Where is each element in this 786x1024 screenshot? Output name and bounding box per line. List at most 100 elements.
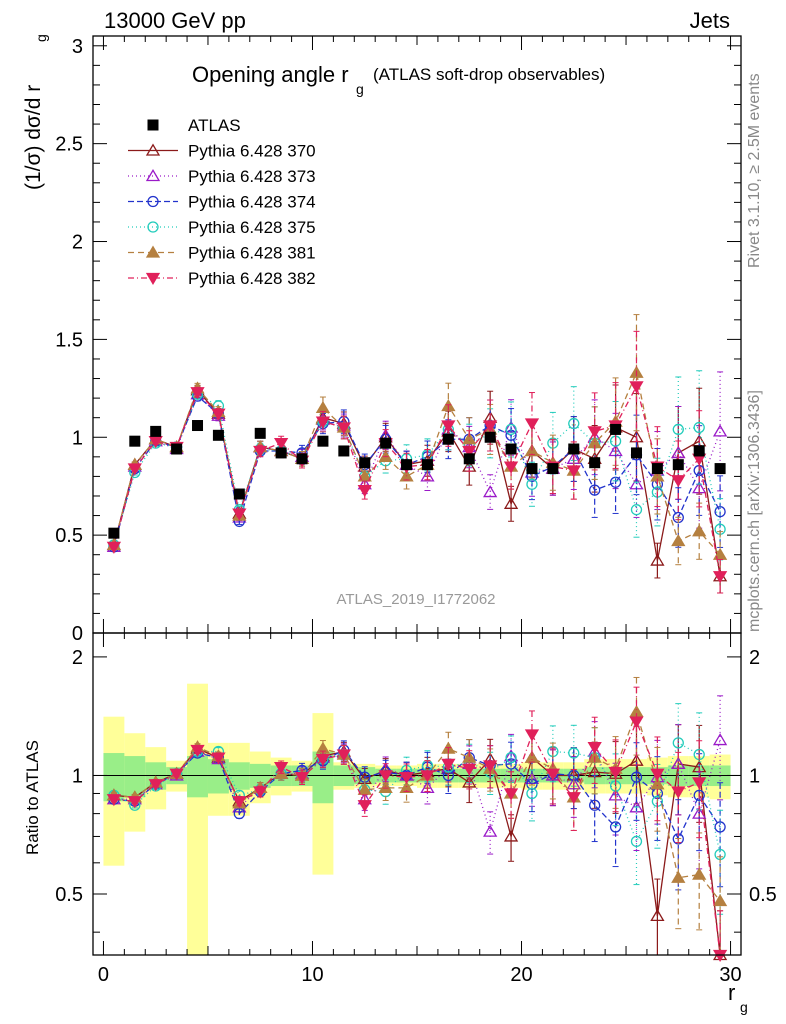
data-point [357, 782, 372, 795]
data-point [566, 465, 581, 478]
x-tick-label: 10 [301, 964, 323, 986]
chart-axes: 0 10 20 30 0 0.5 1 1.5 2 2.5 3 0.5 0.5 1 1 2 2 (1/σ) dσ/d… [22, 34, 777, 1015]
band-inner [312, 751, 334, 804]
data-point [127, 463, 142, 476]
data-point [609, 476, 622, 488]
header-category: Jets [689, 8, 730, 33]
data-point [714, 821, 726, 833]
legend-label: Pythia 6.428 381 [188, 244, 316, 263]
data-point [315, 400, 331, 414]
data-point [462, 763, 477, 776]
x-axis-label: r [728, 980, 735, 1005]
data-point [463, 453, 475, 465]
plot-title: Opening angle r [192, 62, 349, 87]
series-line [113, 393, 721, 546]
data-point [712, 571, 728, 584]
ratio-y-tick-label: 2 [72, 647, 83, 669]
data-point [254, 427, 266, 439]
y-tick-label: 2.5 [55, 134, 83, 156]
data-point [150, 425, 162, 437]
data-point [671, 786, 686, 799]
data-point [693, 421, 705, 434]
data-point [336, 749, 351, 762]
data-point [145, 272, 161, 285]
data-point [108, 527, 120, 539]
y-tick-label: 2 [72, 232, 83, 254]
y-tick-label: 1.5 [55, 329, 83, 351]
data-point [145, 143, 161, 156]
data-point [503, 829, 519, 842]
data-point [650, 768, 665, 781]
legend: ATLAS Pythia 6.428 370 Pythia 6.428 373 Pyt… [128, 116, 316, 288]
data-point [315, 416, 331, 429]
data-point [192, 420, 204, 432]
data-point [671, 534, 686, 547]
data-point [483, 824, 498, 837]
ratio-y-tick-label-right: 0.5 [749, 884, 777, 906]
data-point [589, 484, 601, 496]
data-point [190, 744, 205, 758]
rivet-version-label: Rivet 3.1.10, ≥ 2.5M events [746, 73, 763, 268]
data-point [233, 807, 245, 820]
data-point [441, 758, 456, 771]
data-point [714, 463, 726, 475]
legend-label: ATLAS [188, 116, 241, 135]
series-pythia-6-428-374 [108, 390, 726, 553]
legend-label: Pythia 6.428 375 [188, 218, 316, 237]
y-tick-label: 3 [72, 36, 83, 58]
band-inner [187, 756, 208, 798]
data-point [296, 453, 308, 465]
x-tick-label: 0 [98, 964, 109, 986]
series-line [113, 395, 721, 548]
legend-label: Pythia 6.428 373 [188, 167, 316, 186]
data-point [672, 459, 684, 471]
data-point [650, 908, 665, 922]
data-point [568, 747, 580, 759]
data-point [145, 245, 161, 258]
series-pythia-6-428-381 [106, 314, 728, 579]
legend-label: Pythia 6.428 374 [188, 193, 316, 212]
ratio-y-axis-label: Ratio to ATLAS [23, 740, 42, 855]
data-point [399, 772, 414, 785]
data-point [568, 417, 580, 430]
data-point [127, 796, 142, 809]
header-process: 13000 GeV pp [104, 8, 246, 33]
data-point [338, 445, 350, 457]
data-point [420, 780, 435, 794]
data-point [441, 420, 456, 433]
data-point [671, 475, 686, 488]
data-point [505, 443, 517, 455]
data-point [232, 796, 247, 809]
data-point [712, 733, 728, 746]
ratio-y-tick-label: 0.5 [55, 884, 83, 906]
data-point [629, 381, 644, 394]
data-point [505, 423, 517, 436]
data-point [589, 799, 601, 811]
y-tick-label: 0 [72, 623, 83, 645]
data-point [712, 424, 728, 437]
data-point [401, 459, 413, 471]
data-point [148, 779, 163, 792]
data-point [357, 484, 372, 498]
data-point [630, 447, 642, 459]
series-line [113, 741, 721, 855]
data-point [106, 794, 122, 807]
data-point [526, 787, 538, 800]
data-point [651, 463, 663, 475]
data-point [171, 443, 183, 455]
data-point [693, 789, 705, 802]
data-point [545, 768, 561, 781]
legend-label: Pythia 6.428 382 [188, 269, 316, 288]
series-line [113, 370, 721, 556]
data-point [336, 422, 351, 435]
data-point [629, 716, 644, 729]
ratio-y-tick-label: 1 [72, 765, 83, 787]
x-tick-label: 30 [719, 964, 741, 986]
data-point [147, 221, 159, 233]
data-point [630, 504, 643, 516]
data-point [483, 420, 498, 433]
data-point [253, 445, 268, 458]
data-point [693, 445, 705, 457]
ratio-y-tick-label-right: 1 [749, 765, 760, 787]
data-point [566, 792, 581, 805]
